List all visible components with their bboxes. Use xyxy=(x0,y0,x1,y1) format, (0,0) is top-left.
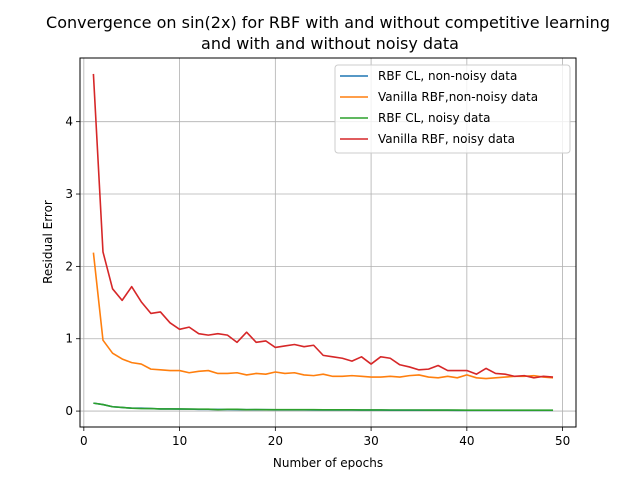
legend-label-4: Vanilla RBF, noisy data xyxy=(378,132,515,146)
x-axis-label: Number of epochs xyxy=(273,456,383,470)
y-tick-label: 0 xyxy=(65,404,73,418)
chart-title-line-1: Convergence on sin(2x) for RBF with and … xyxy=(46,13,610,32)
chart-title-line-2: and with and without noisy data xyxy=(201,34,459,53)
x-tick-label: 30 xyxy=(363,434,378,448)
x-tick-label: 0 xyxy=(80,434,88,448)
y-axis-label: Residual Error xyxy=(41,200,55,284)
legend-box xyxy=(334,64,571,154)
x-tick-label: 50 xyxy=(555,434,570,448)
y-tick-label: 1 xyxy=(65,332,73,346)
legend-label-3: RBF CL, noisy data xyxy=(378,111,490,125)
series-line-4 xyxy=(92,73,554,379)
x-tick-label: 10 xyxy=(172,434,187,448)
legend-label-2: Vanilla RBF,non-noisy data xyxy=(378,90,538,104)
y-tick-label: 2 xyxy=(65,259,73,273)
x-tick-label: 20 xyxy=(268,434,283,448)
legend: RBF CL, non-noisy data Vanilla RBF,non-no… xyxy=(334,64,571,154)
plot-frame xyxy=(79,57,577,428)
series-line-3 xyxy=(93,402,554,412)
y-tick-label: 4 xyxy=(65,115,73,129)
legend-label-1: RBF CL, non-noisy data xyxy=(378,69,517,83)
y-tick-label: 3 xyxy=(65,187,73,201)
x-tick-label: 40 xyxy=(459,434,474,448)
axis-ticks: 0 10 20 30 40 50 0 1 2 3 4 xyxy=(65,115,570,448)
series-line-2 xyxy=(92,252,554,380)
series-lines xyxy=(92,73,554,412)
